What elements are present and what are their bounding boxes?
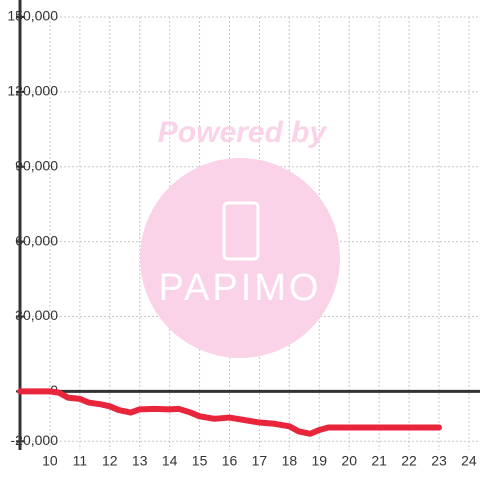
y-tick-label: -20,000 (11, 432, 59, 448)
x-tick-label: 13 (132, 453, 148, 469)
y-tick-label: 60,000 (15, 232, 58, 248)
x-tick-label: 16 (222, 453, 238, 469)
x-tick-label: 14 (162, 453, 178, 469)
x-tick-label: 21 (371, 453, 387, 469)
watermark-icon (222, 201, 260, 261)
x-tick-label: 10 (42, 453, 58, 469)
x-tick-label: 17 (252, 453, 268, 469)
x-tick-label: 18 (282, 453, 298, 469)
data-line (17, 388, 442, 437)
x-tick-label: 12 (102, 453, 118, 469)
x-tick-label: 23 (431, 453, 447, 469)
y-tick-label: 30,000 (15, 307, 58, 323)
watermark: Powered by PAPIMO (140, 116, 340, 358)
watermark-logo: PAPIMO (159, 267, 322, 309)
y-tick-label: 150,000 (7, 8, 58, 24)
x-tick-label: 20 (341, 453, 357, 469)
y-tick-label: 90,000 (15, 157, 58, 173)
x-tick-label: 15 (192, 453, 208, 469)
x-tick-label: 24 (461, 453, 477, 469)
x-tick-label: 22 (401, 453, 417, 469)
x-tick-label: 11 (73, 453, 88, 469)
y-tick-label: 120,000 (7, 83, 58, 99)
x-tick-label: 19 (311, 453, 327, 469)
watermark-text: Powered by (158, 116, 328, 149)
